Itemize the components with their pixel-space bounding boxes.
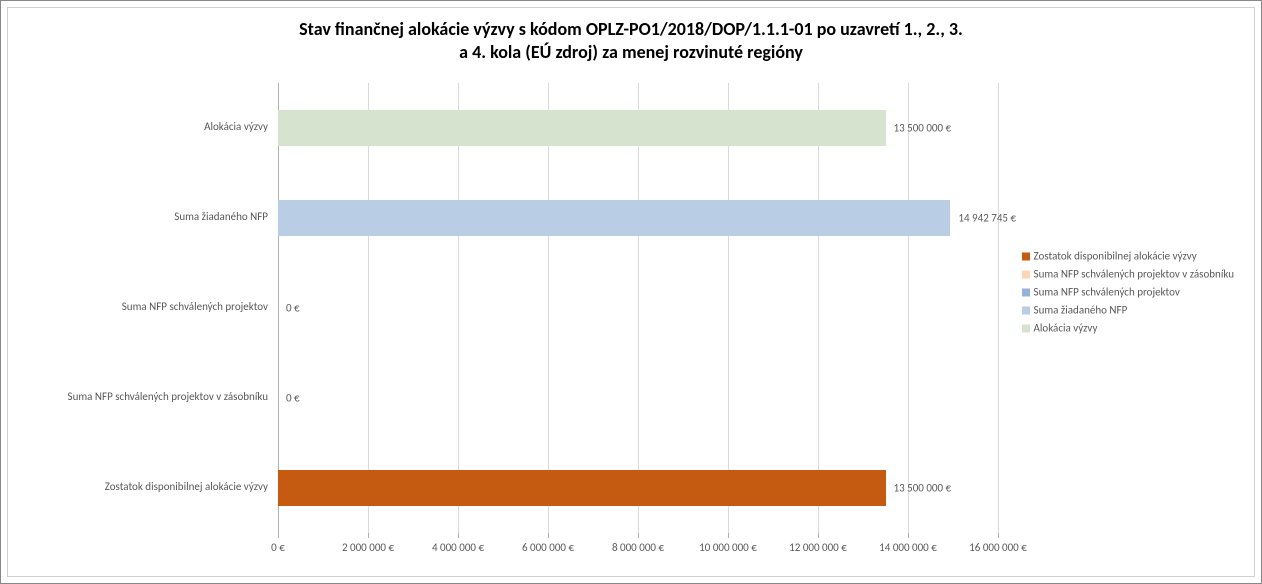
data-label: 14 942 745 € bbox=[958, 212, 1016, 225]
data-label: 13 500 000 € bbox=[894, 122, 952, 135]
bar bbox=[278, 200, 950, 236]
x-tick-label: 12 000 000 € bbox=[789, 541, 847, 554]
chart-title-line1: Stav finančnej alokácie výzvy s kódom OP… bbox=[8, 18, 1254, 41]
x-tick-label: 2 000 000 € bbox=[342, 541, 394, 554]
gridline bbox=[728, 83, 729, 533]
data-label: 0 € bbox=[286, 392, 300, 405]
category-label: Suma NFP schválených projektov v zásobní… bbox=[18, 390, 268, 403]
category-label: Alokácia výzvy bbox=[18, 120, 268, 133]
x-tickmark bbox=[638, 533, 639, 538]
x-tickmark bbox=[908, 533, 909, 538]
bar bbox=[278, 470, 886, 506]
x-tick-label: 4 000 000 € bbox=[432, 541, 484, 554]
legend-label: Suma NFP schválených projektov v zásobní… bbox=[1034, 268, 1234, 281]
x-tick-label: 10 000 000 € bbox=[699, 541, 757, 554]
legend-item: Suma žiadaného NFP bbox=[1022, 304, 1234, 317]
legend-label: Zostatok disponibilnej alokácie výzvy bbox=[1034, 250, 1197, 263]
chart-title-line2: a 4. kola (EÚ zdroj) za menej rozvinuté … bbox=[8, 41, 1254, 64]
gridline bbox=[278, 83, 279, 533]
legend-swatch bbox=[1022, 270, 1030, 278]
legend-label: Suma NFP schválených projektov bbox=[1034, 286, 1180, 299]
legend-label: Alokácia výzvy bbox=[1034, 322, 1098, 335]
legend-swatch bbox=[1022, 252, 1030, 260]
x-tickmark bbox=[278, 533, 279, 538]
chart-inner-border: Stav finančnej alokácie výzvy s kódom OP… bbox=[7, 7, 1255, 577]
x-tickmark bbox=[368, 533, 369, 538]
gridline bbox=[998, 83, 999, 533]
x-tickmark bbox=[548, 533, 549, 538]
legend-swatch bbox=[1022, 324, 1030, 332]
category-label: Suma NFP schválených projektov bbox=[18, 300, 268, 313]
x-tick-label: 14 000 000 € bbox=[879, 541, 937, 554]
legend-label: Suma žiadaného NFP bbox=[1034, 304, 1128, 317]
data-label: 13 500 000 € bbox=[894, 482, 952, 495]
gridline bbox=[638, 83, 639, 533]
x-tick-label: 6 000 000 € bbox=[522, 541, 574, 554]
plot-area: 0 €2 000 000 €4 000 000 €6 000 000 €8 00… bbox=[278, 83, 998, 533]
x-tickmark bbox=[458, 533, 459, 538]
x-tick-label: 16 000 000 € bbox=[969, 541, 1027, 554]
gridline bbox=[908, 83, 909, 533]
x-tickmark bbox=[818, 533, 819, 538]
legend: Zostatok disponibilnej alokácie výzvy Sum… bbox=[1022, 245, 1234, 340]
data-label: 0 € bbox=[286, 302, 300, 315]
legend-item: Suma NFP schválených projektov bbox=[1022, 286, 1234, 299]
gridline bbox=[818, 83, 819, 533]
x-tickmark bbox=[998, 533, 999, 538]
legend-item: Alokácia výzvy bbox=[1022, 322, 1234, 335]
x-tickmark bbox=[728, 533, 729, 538]
bar bbox=[278, 110, 886, 146]
gridline bbox=[368, 83, 369, 533]
chart-title: Stav finančnej alokácie výzvy s kódom OP… bbox=[8, 18, 1254, 65]
category-label: Suma žiadaného NFP bbox=[18, 210, 268, 223]
x-tick-label: 0 € bbox=[271, 541, 285, 554]
legend-swatch bbox=[1022, 288, 1030, 296]
category-label: Zostatok disponibilnej alokácie výzvy bbox=[18, 480, 268, 493]
legend-item: Zostatok disponibilnej alokácie výzvy bbox=[1022, 250, 1234, 263]
chart-container: Stav finančnej alokácie výzvy s kódom OP… bbox=[0, 0, 1262, 584]
legend-swatch bbox=[1022, 306, 1030, 314]
gridline bbox=[458, 83, 459, 533]
x-tick-label: 8 000 000 € bbox=[612, 541, 664, 554]
legend-item: Suma NFP schválených projektov v zásobní… bbox=[1022, 268, 1234, 281]
gridline bbox=[548, 83, 549, 533]
